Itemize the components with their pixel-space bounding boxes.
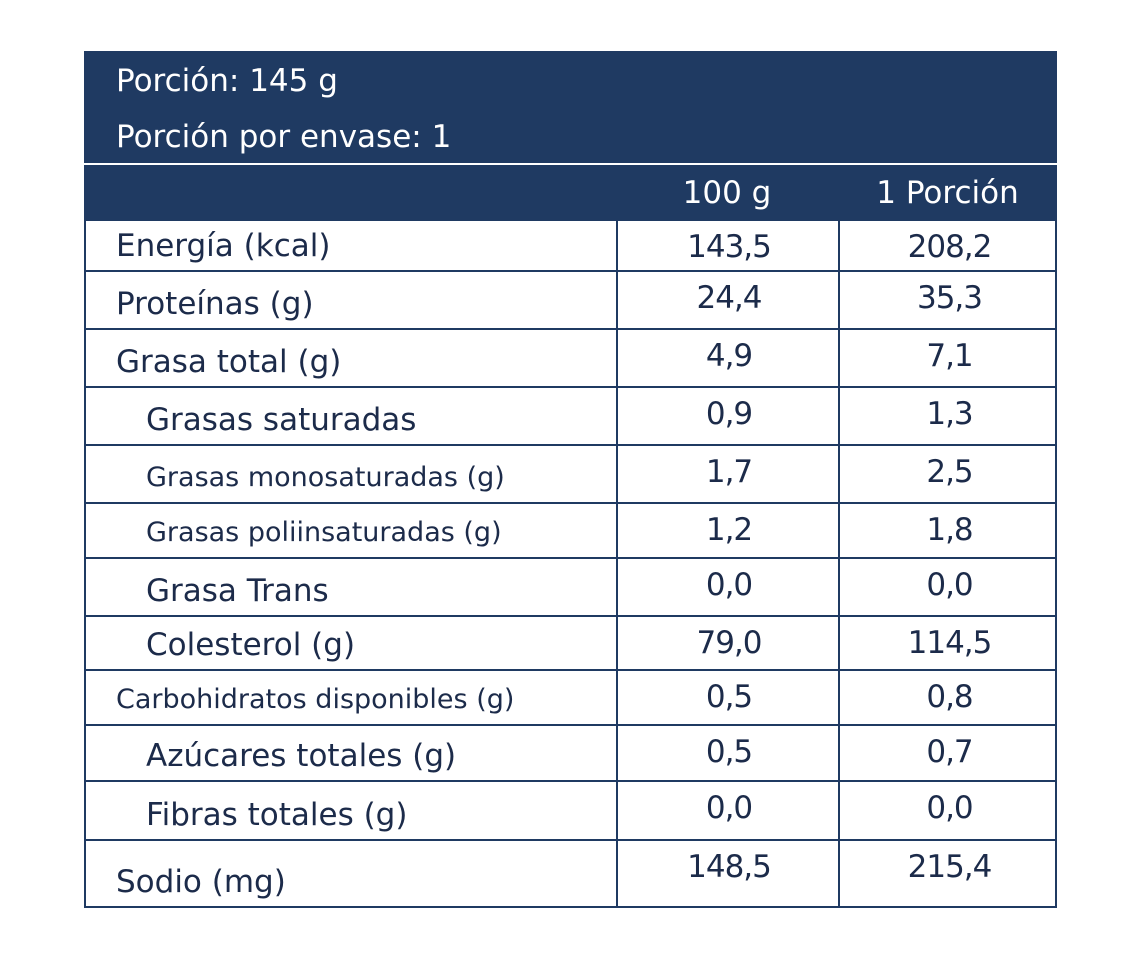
table-row: Proteínas (g) 24,4 35,3 bbox=[86, 270, 1055, 328]
nutrition-facts-panel: Porción: 145 g Porción por envase: 1 100… bbox=[84, 51, 1057, 908]
row-label: Carbohidratos disponibles (g) bbox=[116, 684, 515, 715]
value-per-100g: 1,2 bbox=[705, 512, 753, 548]
value-per-100g: 4,9 bbox=[705, 338, 753, 374]
table-row: Energía (kcal) 143,5 208,2 bbox=[86, 221, 1055, 270]
row-label: Proteínas (g) bbox=[116, 286, 314, 322]
table-row: Grasas monosaturadas (g) 1,7 2,5 bbox=[86, 444, 1055, 502]
serving-header: Porción: 145 g Porción por envase: 1 bbox=[84, 51, 1057, 163]
value-per-100g: 0,5 bbox=[705, 679, 753, 715]
table-row: Grasa total (g) 4,9 7,1 bbox=[86, 328, 1055, 386]
row-label: Grasas saturadas bbox=[146, 402, 417, 438]
value-per-serving: 114,5 bbox=[907, 625, 993, 661]
row-label: Grasas poliinsaturadas (g) bbox=[146, 517, 502, 548]
value-per-serving: 208,2 bbox=[907, 229, 993, 265]
value-per-serving: 2,5 bbox=[926, 454, 973, 490]
nutrition-table: Energía (kcal) 143,5 208,2 Proteínas (g)… bbox=[84, 221, 1057, 908]
serving-size: Porción: 145 g bbox=[116, 63, 338, 99]
row-label: Fibras totales (g) bbox=[146, 797, 408, 833]
value-per-serving: 7,1 bbox=[926, 338, 973, 374]
value-per-100g: 79,0 bbox=[696, 625, 762, 661]
value-per-serving: 0,0 bbox=[926, 567, 973, 603]
column-per-serving: 1 Porción bbox=[876, 175, 1019, 211]
value-per-100g: 0,0 bbox=[705, 567, 753, 603]
servings-per-container: Porción por envase: 1 bbox=[116, 119, 452, 155]
column-per-100g: 100 g bbox=[682, 175, 772, 211]
table-row: Grasa Trans 0,0 0,0 bbox=[86, 557, 1055, 615]
header-divider bbox=[84, 163, 1057, 165]
row-label: Grasa total (g) bbox=[116, 344, 342, 380]
value-per-100g: 24,4 bbox=[696, 280, 762, 316]
value-per-serving: 0,7 bbox=[926, 734, 973, 770]
value-per-serving: 1,3 bbox=[926, 396, 973, 432]
table-row: Sodio (mg) 148,5 215,4 bbox=[86, 839, 1055, 906]
value-per-serving: 0,0 bbox=[926, 790, 973, 826]
value-per-serving: 1,8 bbox=[926, 512, 973, 548]
value-per-100g: 1,7 bbox=[705, 454, 753, 490]
table-row: Azúcares totales (g) 0,5 0,7 bbox=[86, 724, 1055, 780]
row-label: Energía (kcal) bbox=[116, 228, 331, 264]
value-per-serving: 35,3 bbox=[916, 280, 983, 316]
table-row: Carbohidratos disponibles (g) 0,5 0,8 bbox=[86, 669, 1055, 724]
table-row: Grasas poliinsaturadas (g) 1,2 1,8 bbox=[86, 502, 1055, 557]
column-header: 100 g 1 Porción bbox=[84, 165, 1057, 221]
row-label: Grasa Trans bbox=[146, 573, 329, 609]
value-per-100g: 0,5 bbox=[705, 734, 753, 770]
table-row: Grasas saturadas 0,9 1,3 bbox=[86, 386, 1055, 444]
table-row: Fibras totales (g) 0,0 0,0 bbox=[86, 780, 1055, 839]
value-per-serving: 0,8 bbox=[926, 679, 973, 715]
value-per-100g: 0,9 bbox=[705, 396, 753, 432]
row-label: Sodio (mg) bbox=[116, 864, 286, 900]
row-label: Azúcares totales (g) bbox=[146, 738, 457, 774]
row-label: Grasas monosaturadas (g) bbox=[146, 462, 505, 493]
table-row: Colesterol (g) 79,0 114,5 bbox=[86, 615, 1055, 669]
value-per-serving: 215,4 bbox=[907, 849, 993, 885]
row-label: Colesterol (g) bbox=[146, 627, 356, 663]
value-per-100g: 0,0 bbox=[705, 790, 753, 826]
value-per-100g: 148,5 bbox=[687, 849, 772, 885]
value-per-100g: 143,5 bbox=[687, 229, 772, 265]
